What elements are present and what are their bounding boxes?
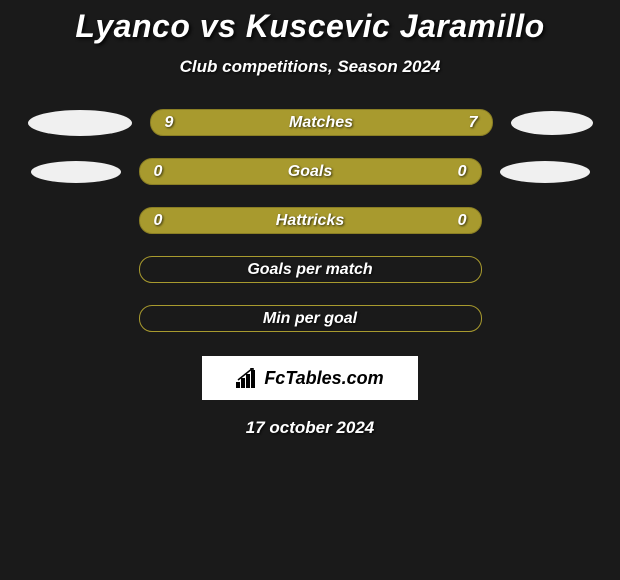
logo-box[interactable]: FcTables.com — [202, 356, 418, 400]
player-left-marker — [28, 110, 132, 136]
player-right-marker — [511, 111, 593, 135]
date-label: 17 october 2024 — [0, 418, 620, 438]
stat-value-right: 7 — [458, 114, 478, 132]
stat-row: 0 Goals 0 — [0, 158, 620, 185]
page-title: Lyanco vs Kuscevic Jaramillo — [0, 8, 620, 45]
player-left-marker — [31, 161, 121, 183]
logo-content: FcTables.com — [236, 368, 383, 389]
stat-value-right: 0 — [447, 212, 467, 230]
stat-bar: 0 Goals 0 — [139, 158, 482, 185]
stat-label: Goals — [288, 163, 332, 181]
chart-icon — [236, 368, 260, 388]
stat-row: 9 Matches 7 — [0, 109, 620, 136]
stat-bar: 0 Hattricks 0 — [139, 207, 482, 234]
stat-row: Min per goal — [0, 305, 620, 332]
stat-label: Goals per match — [247, 261, 372, 279]
subtitle: Club competitions, Season 2024 — [0, 57, 620, 77]
stat-value-right: 0 — [447, 163, 467, 181]
stats-container: 9 Matches 7 0 Goals 0 0 Hattricks 0 Goals per mat… — [0, 109, 620, 332]
stat-bar: Goals per match — [139, 256, 482, 283]
stat-row: 0 Hattricks 0 — [0, 207, 620, 234]
stat-bar: 9 Matches 7 — [150, 109, 493, 136]
player-right-marker — [500, 161, 590, 183]
stat-value-left: 0 — [154, 212, 174, 230]
stat-label: Hattricks — [276, 212, 344, 230]
stat-value-left: 0 — [154, 163, 174, 181]
stat-label: Min per goal — [263, 310, 357, 328]
stat-label: Matches — [289, 114, 353, 132]
comparison-widget: Lyanco vs Kuscevic Jaramillo Club compet… — [0, 0, 620, 438]
stat-value-left: 9 — [165, 114, 185, 132]
logo-text: FcTables.com — [264, 368, 383, 389]
stat-bar: Min per goal — [139, 305, 482, 332]
stat-row: Goals per match — [0, 256, 620, 283]
